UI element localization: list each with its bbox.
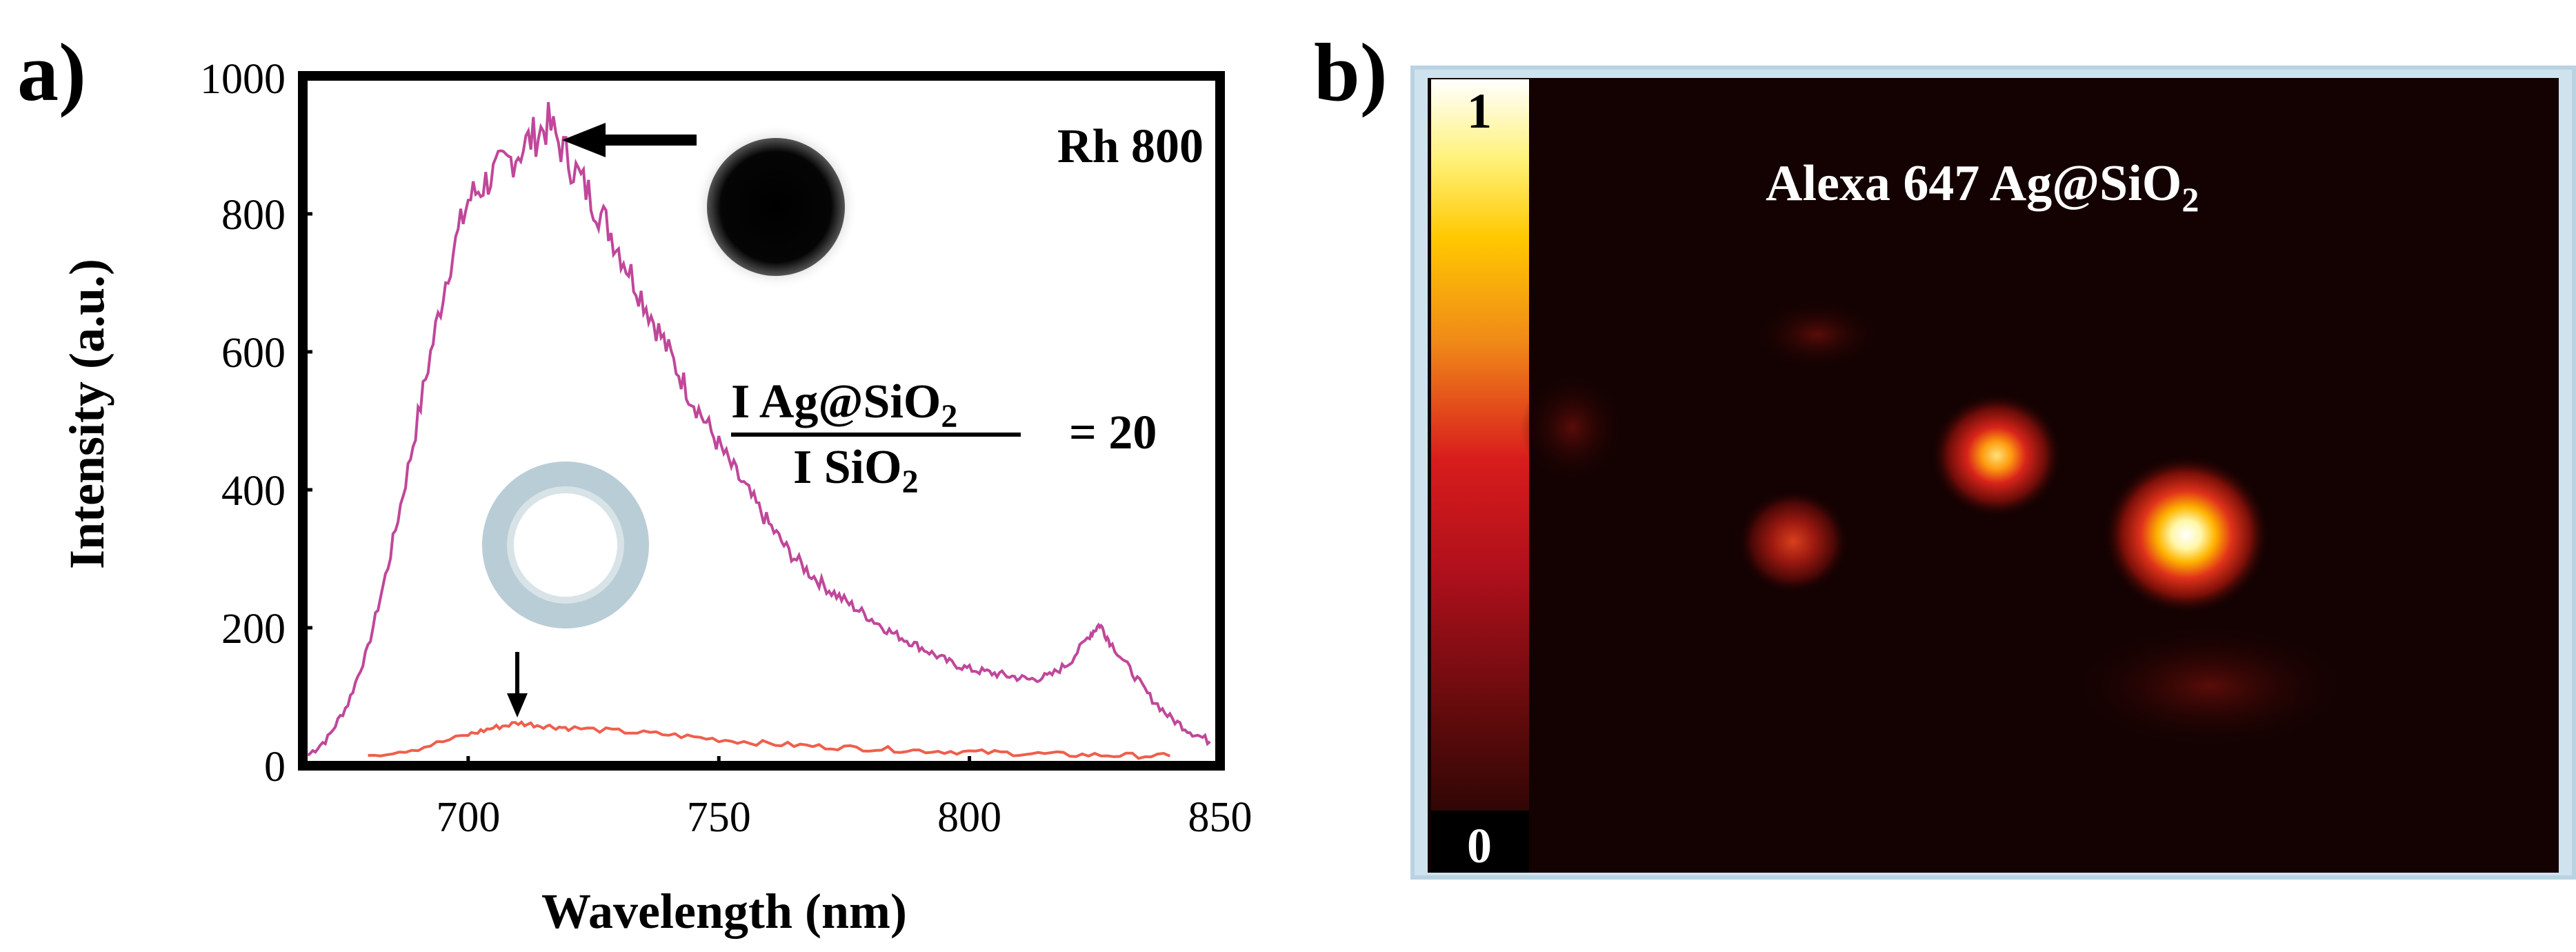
- y-tick-label: 200: [221, 606, 286, 653]
- x-tick-label: 750: [687, 794, 751, 841]
- ratio-numerator: I Ag@SiO2: [731, 375, 957, 435]
- silica-shell-particle-image: [482, 462, 649, 628]
- ratio-numerator-subscript: 2: [941, 398, 957, 435]
- silica-shell-inner-ring: [507, 486, 624, 604]
- colorbar-min-box: [1431, 811, 1529, 873]
- tick-layer: 700 750 800 850 0 200 400 600 800 1000: [200, 56, 1252, 841]
- colorbar-max-label: 1: [1467, 83, 1492, 139]
- series-line-ag-sio2: [307, 101, 1211, 757]
- image-title-subscript: 2: [2181, 180, 2199, 219]
- ratio-denominator-subscript: 2: [902, 464, 919, 500]
- panel-a-label: a): [17, 26, 86, 118]
- down-arrow-icon: [507, 652, 528, 717]
- ratio-annotation: I Ag@SiO2 I SiO2 = 20: [731, 375, 1157, 500]
- series-line-sio2: [368, 720, 1171, 760]
- x-tick-label: 850: [1188, 794, 1252, 841]
- panel-b-label: b): [1314, 26, 1388, 118]
- ratio-denominator: I SiO2: [793, 441, 919, 500]
- fluorescence-image-panel: 1 0 Alexa 647 Ag@SiO2: [1410, 66, 2576, 880]
- y-tick-label: 1000: [200, 56, 286, 103]
- background-speckle: [1755, 300, 1879, 369]
- ag-core-particle-core: [707, 138, 845, 276]
- y-tick-label: 600: [221, 330, 286, 377]
- image-title: Alexa 647 Ag@SiO2: [1766, 155, 2199, 219]
- fluorescent-spot: [2104, 455, 2269, 614]
- series-layer: [307, 101, 1211, 760]
- y-tick-label: 400: [221, 468, 286, 515]
- colorbar: [1431, 79, 1529, 873]
- left-arrow-icon: [562, 123, 697, 157]
- ratio-value: = 20: [1069, 406, 1157, 459]
- fluorescent-spot: [1931, 393, 2062, 517]
- x-tick-label: 700: [436, 794, 500, 841]
- dye-label: Rh 800: [1057, 120, 1204, 173]
- background-speckle: [2073, 624, 2348, 748]
- x-axis-label: Wavelength (nm): [541, 884, 907, 939]
- y-tick-label: 800: [221, 192, 286, 239]
- colorbar-min-label: 0: [1467, 818, 1492, 873]
- x-tick-label: 800: [937, 794, 1001, 841]
- fluorescent-spot: [1738, 490, 1848, 593]
- y-tick-label: 0: [264, 744, 286, 791]
- intensity-chart: 700 750 800 850 0 200 400 600 800 1000 Wavelength…: [59, 56, 1252, 939]
- y-axis-label: Intensity (a.u.): [59, 259, 114, 569]
- background-speckle: [1521, 373, 1624, 483]
